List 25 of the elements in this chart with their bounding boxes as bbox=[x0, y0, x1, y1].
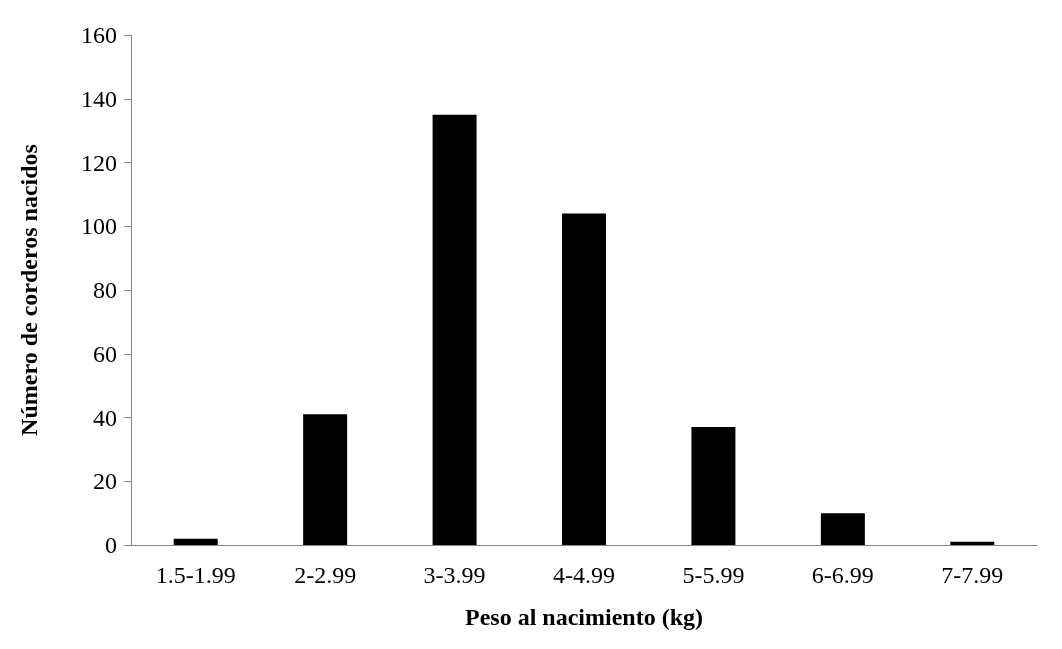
x-tick-label: 5-5.99 bbox=[682, 562, 745, 588]
bar bbox=[691, 427, 736, 545]
y-axis-title: Número de corderos nacidos bbox=[16, 144, 42, 436]
x-axis-title: Peso al nacimiento (kg) bbox=[465, 604, 703, 630]
y-tick-label: 80 bbox=[93, 277, 117, 303]
bar bbox=[562, 213, 606, 545]
bar bbox=[820, 513, 865, 545]
y-tick-label: 60 bbox=[93, 340, 117, 367]
x-tick-label: 4-4.99 bbox=[553, 562, 615, 588]
y-tick-label: 100 bbox=[81, 213, 117, 240]
y-tick-label: 120 bbox=[81, 149, 117, 176]
x-tick-label: 1.5-1.99 bbox=[155, 562, 236, 588]
y-tick-label: 0 bbox=[105, 532, 117, 558]
x-tick-label: 7-7.99 bbox=[941, 562, 1004, 588]
x-tick-label: 3-3.99 bbox=[423, 562, 486, 588]
y-tick-label: 140 bbox=[81, 85, 117, 112]
bar bbox=[173, 538, 218, 545]
x-tick-label: 2-2.99 bbox=[294, 562, 357, 588]
y-tick-label: 40 bbox=[93, 404, 117, 431]
bar bbox=[303, 414, 348, 545]
y-tick-label: 20 bbox=[93, 468, 117, 495]
bar bbox=[950, 541, 995, 545]
y-tick-label: 160 bbox=[81, 22, 117, 48]
bar bbox=[432, 114, 477, 545]
x-tick-label: 6-6.99 bbox=[811, 562, 874, 588]
